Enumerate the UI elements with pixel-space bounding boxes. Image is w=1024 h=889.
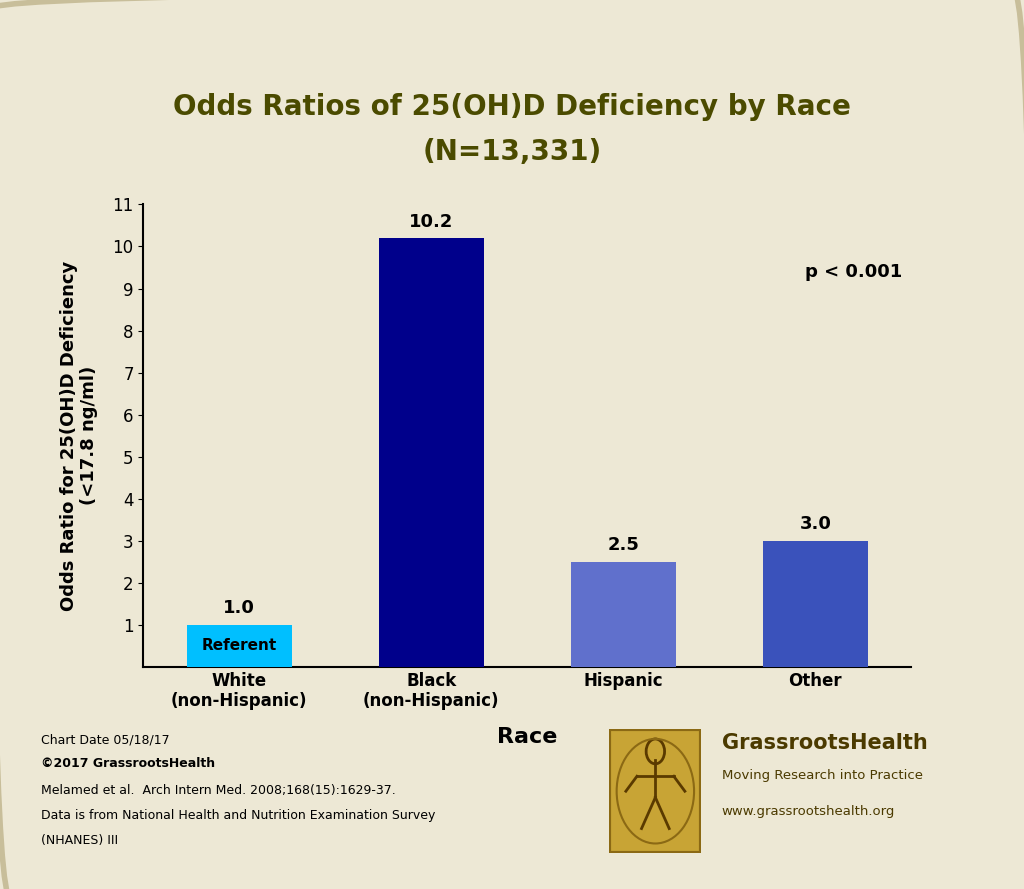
Text: ©2017 GrassrootsHealth: ©2017 GrassrootsHealth [41,757,215,771]
Text: GrassrootsHealth: GrassrootsHealth [722,733,928,753]
Text: p < 0.001: p < 0.001 [805,263,902,281]
Text: 2.5: 2.5 [607,536,639,554]
Text: 1.0: 1.0 [223,599,255,617]
X-axis label: Race: Race [498,727,557,747]
FancyBboxPatch shape [609,729,701,853]
Bar [570,562,676,667]
Text: Chart Date 05/18/17: Chart Date 05/18/17 [41,733,170,747]
Text: Data is from National Health and Nutrition Examination Survey: Data is from National Health and Nutriti… [41,809,435,822]
Text: (NHANES) III: (NHANES) III [41,834,118,847]
Bar [379,238,484,667]
Bar [763,541,868,667]
Text: 3.0: 3.0 [800,515,831,533]
Text: Referent: Referent [202,638,276,653]
Text: Melamed et al.  Arch Intern Med. 2008;168(15):1629-37.: Melamed et al. Arch Intern Med. 2008;168… [41,784,395,797]
Text: (N=13,331): (N=13,331) [422,138,602,165]
Y-axis label: Odds Ratio for 25(OH)D Deficiency
(<17.8 ng/ml): Odds Ratio for 25(OH)D Deficiency (<17.8… [59,260,98,611]
Text: Moving Research into Practice: Moving Research into Practice [722,769,923,782]
Text: www.grassrootshealth.org: www.grassrootshealth.org [722,805,895,818]
Bar [186,625,292,667]
Text: 10.2: 10.2 [410,212,454,230]
Text: Odds Ratios of 25(OH)D Deficiency by Race: Odds Ratios of 25(OH)D Deficiency by Rac… [173,93,851,121]
